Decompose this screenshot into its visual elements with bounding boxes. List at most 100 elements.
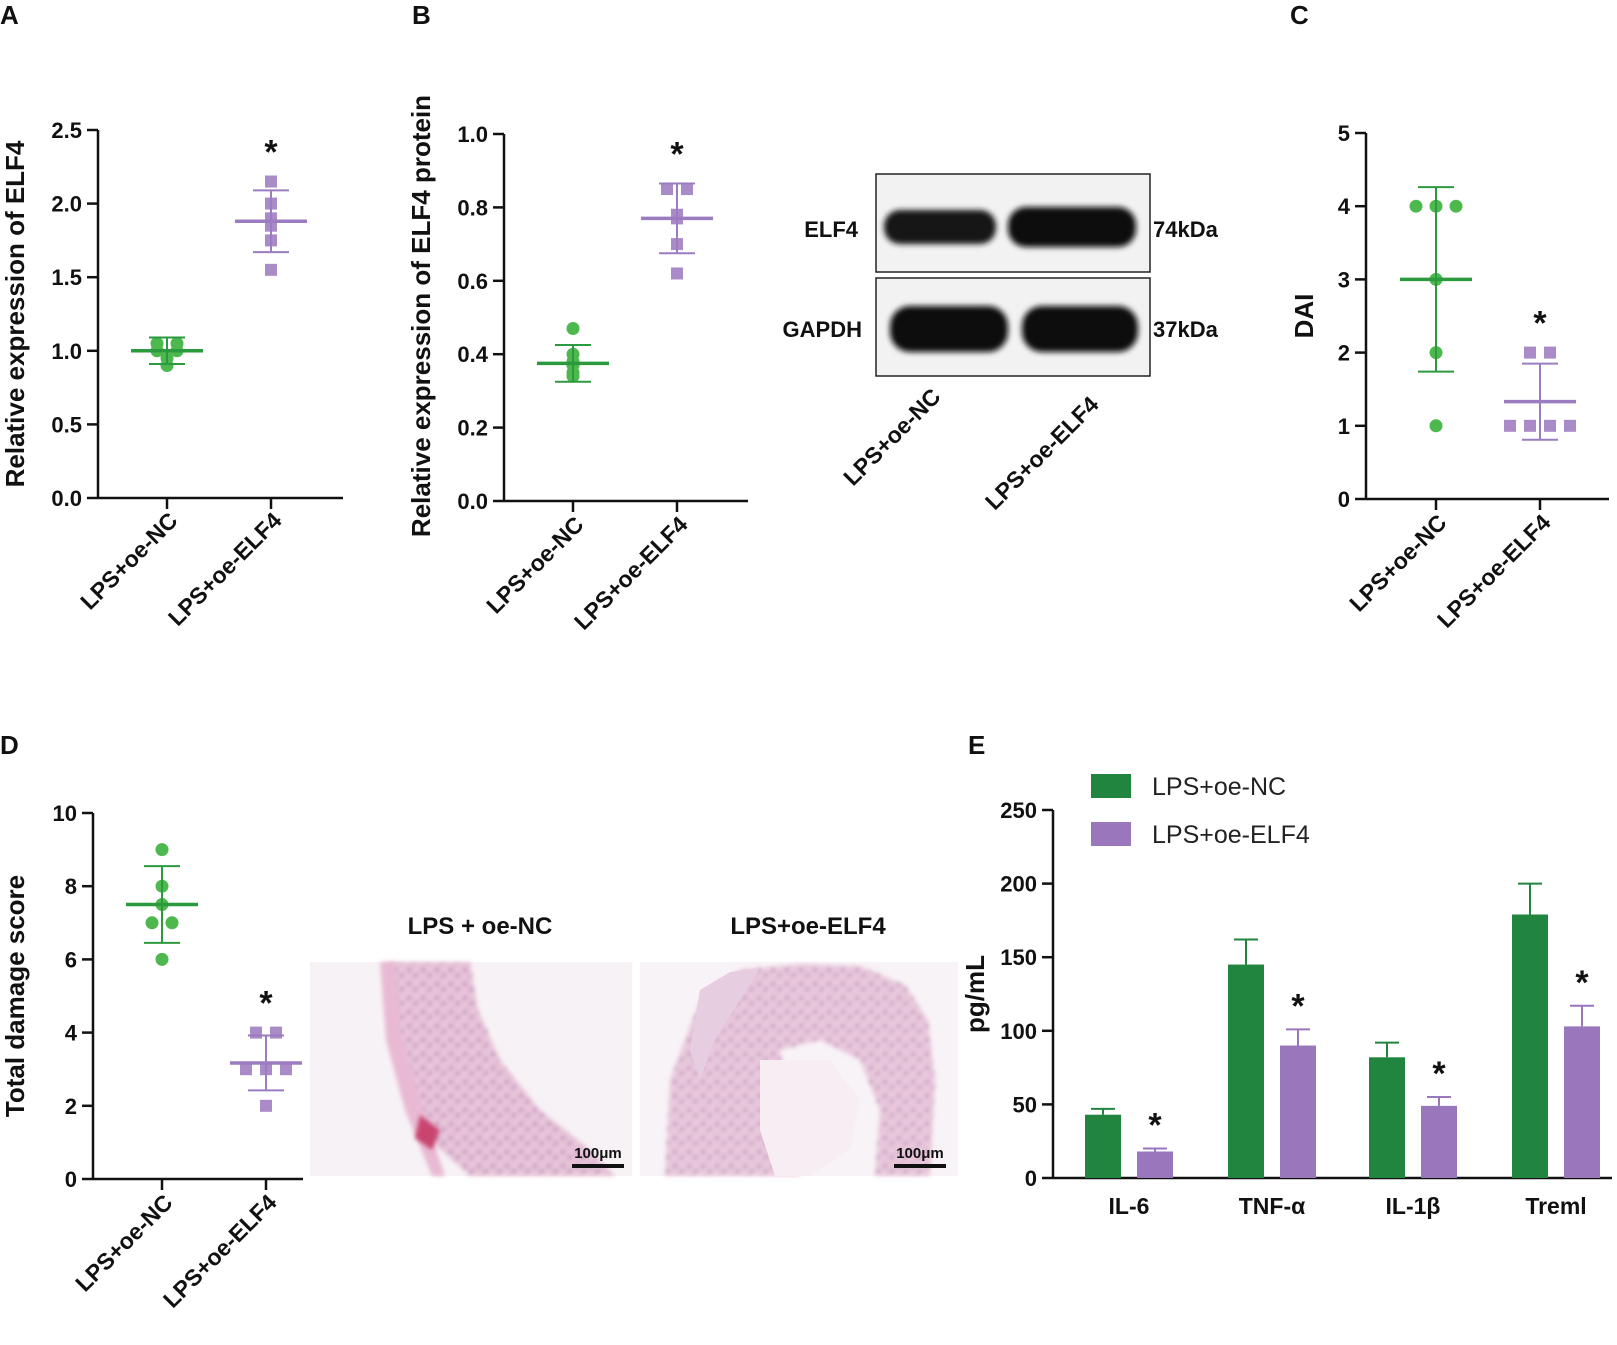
- histology: LPS + oe-NC LPS+oe-ELF4 100μm 100μm: [310, 913, 958, 1176]
- panel-letter-d: D: [0, 730, 19, 760]
- bar-lps-oe-elf4: [1421, 1105, 1457, 1178]
- x-category-label: IL-1β: [1386, 1193, 1441, 1219]
- y-tick-label: 1.0: [457, 122, 488, 147]
- data-point-elf4: [1544, 346, 1556, 359]
- y-tick-label: 0.6: [457, 269, 488, 294]
- data-point-elf4: [1524, 419, 1536, 432]
- y-tick-label: 4: [1338, 194, 1351, 219]
- y-tick-label: 0: [65, 1167, 77, 1192]
- x-category-label: TNF-α: [1239, 1193, 1306, 1219]
- bar-lps-oe-nc: [1228, 964, 1264, 1178]
- data-point-nc: [1429, 419, 1443, 433]
- significance-star: *: [1575, 964, 1589, 1002]
- y-tick-label: 250: [1000, 798, 1037, 823]
- data-point-nc: [155, 843, 169, 857]
- data-point-nc: [155, 952, 169, 966]
- y-tick-label: 8: [65, 874, 77, 899]
- bar-lps-oe-nc: [1085, 1114, 1121, 1178]
- legend-swatch: [1091, 822, 1131, 846]
- y-axis-label: Total damage score: [0, 875, 30, 1117]
- blot-lane-label-elf4: LPS+oe-ELF4: [980, 391, 1104, 515]
- significance-star: *: [1148, 1107, 1162, 1145]
- band-gapdh-elf4: [1022, 306, 1138, 352]
- scale-bar-label-elf4: 100μm: [896, 1145, 944, 1162]
- y-axis-label: Relative expression of ELF4 protein: [406, 95, 436, 537]
- x-tick-label: LPS+oe-NC: [1344, 509, 1451, 616]
- x-category-label: IL-6: [1109, 1193, 1150, 1219]
- legend-swatch: [1091, 774, 1131, 798]
- y-tick-label: 0.0: [51, 486, 82, 511]
- y-tick-label: 5: [1338, 121, 1350, 146]
- blot-lane-label-nc: LPS+oe-NC: [838, 383, 945, 490]
- y-tick-label: 200: [1000, 872, 1037, 897]
- significance-star: *: [1533, 305, 1547, 343]
- histology-title-elf4: LPS+oe-ELF4: [730, 913, 886, 940]
- y-axis-label: pg/mL: [960, 955, 990, 1033]
- y-tick-label: 1.5: [51, 265, 82, 290]
- panel-letter-b: B: [412, 0, 431, 30]
- band-elf4-nc: [884, 210, 996, 244]
- panel-letter-a: A: [0, 0, 19, 30]
- y-axis-label: DAI: [1289, 294, 1319, 339]
- y-tick-label: 0.4: [457, 342, 488, 367]
- y-tick-label: 0.0: [457, 489, 488, 514]
- chart-a-elf4-mrna: 0.0 0.5 1.0 1.5 2.0 2.5 Relative expression of…: [0, 118, 343, 631]
- chart-e-cytokines: 0 50 100 150 200 250 pg/mL IL-6 * TNF-α * IL-1β * Tre…: [960, 773, 1612, 1219]
- data-point-elf4: [265, 175, 277, 188]
- y-tick-label: 1: [1338, 414, 1350, 439]
- y-tick-label: 4: [65, 1021, 78, 1046]
- bar-lps-oe-elf4: [1564, 1026, 1600, 1178]
- blot-size-elf4: 74kDa: [1153, 217, 1219, 242]
- chart-b-elf4-protein: 0.0 0.2 0.4 0.6 0.8 1.0 Relative expression of…: [406, 95, 748, 635]
- x-tick-label: LPS+oe-NC: [75, 507, 182, 614]
- data-point-nc: [1449, 199, 1463, 213]
- western-blot: ELF4 GAPDH 74kDa 37kDa LPS+oe-NC LPS+oe-…: [783, 173, 1219, 515]
- significance-star: *: [264, 134, 278, 172]
- data-point-elf4: [240, 1063, 252, 1076]
- y-tick-label: 2.0: [51, 192, 82, 217]
- y-tick-label: 0.8: [457, 195, 488, 220]
- data-point-nc: [150, 336, 164, 350]
- data-point-elf4: [260, 1099, 272, 1112]
- data-point-elf4: [1504, 419, 1516, 432]
- data-point-nc: [145, 916, 159, 930]
- data-point-elf4: [671, 267, 683, 280]
- y-tick-label: 50: [1013, 1092, 1037, 1117]
- bar-lps-oe-nc: [1369, 1057, 1405, 1178]
- legend-label: LPS+oe-NC: [1152, 773, 1286, 801]
- data-point-elf4: [1544, 419, 1556, 432]
- data-point-nc: [160, 359, 174, 373]
- y-tick-label: 2: [1338, 341, 1350, 366]
- x-category-label: Treml: [1525, 1193, 1586, 1219]
- y-tick-label: 2: [65, 1094, 77, 1119]
- data-point-elf4: [265, 263, 277, 276]
- significance-star: *: [1432, 1055, 1446, 1093]
- significance-star: *: [1291, 987, 1305, 1025]
- blot-label-elf4: ELF4: [804, 217, 859, 242]
- y-tick-label: 150: [1000, 945, 1037, 970]
- y-tick-label: 100: [1000, 1019, 1037, 1044]
- x-tick-label: LPS+oe-NC: [70, 1189, 177, 1296]
- data-point-elf4: [250, 1026, 262, 1039]
- significance-star: *: [670, 136, 684, 174]
- scale-bar-label-nc: 100μm: [574, 1145, 622, 1162]
- blot-label-gapdh: GAPDH: [783, 317, 862, 342]
- data-point-elf4: [270, 1026, 282, 1039]
- histology-image-elf4: 100μm: [640, 962, 958, 1176]
- bar-lps-oe-nc: [1512, 914, 1548, 1178]
- data-point-nc: [170, 336, 184, 350]
- data-point-elf4: [1524, 346, 1536, 359]
- bar-lps-oe-elf4: [1137, 1151, 1173, 1178]
- y-tick-label: 0: [1025, 1166, 1037, 1191]
- y-tick-label: 0: [1338, 487, 1350, 512]
- bar-lps-oe-elf4: [1280, 1045, 1316, 1178]
- data-point-elf4: [280, 1063, 292, 1076]
- x-tick-label: LPS+oe-NC: [481, 511, 588, 618]
- data-point-nc: [566, 322, 580, 336]
- y-tick-label: 6: [65, 947, 77, 972]
- y-tick-label: 10: [53, 801, 77, 826]
- panel-letter-e: E: [968, 730, 985, 760]
- blot-size-gapdh: 37kDa: [1153, 317, 1219, 342]
